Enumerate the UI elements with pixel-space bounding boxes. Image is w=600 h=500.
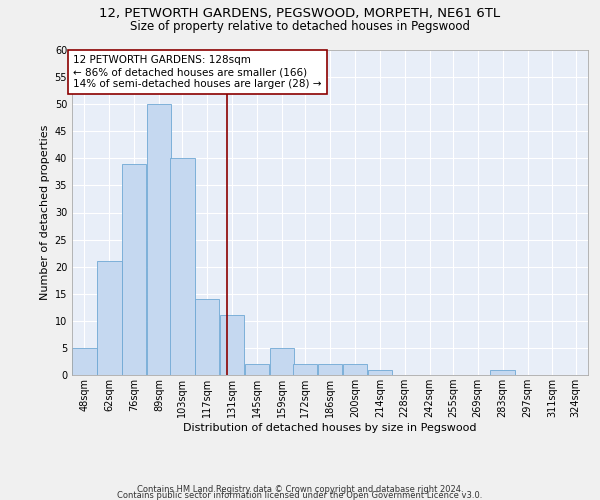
Y-axis label: Number of detached properties: Number of detached properties (40, 125, 50, 300)
Bar (270, 348, 294, 375)
Text: Contains HM Land Registry data © Crown copyright and database right 2024.: Contains HM Land Registry data © Crown c… (137, 485, 463, 494)
Bar (490, 370, 515, 375)
Bar (195, 299, 220, 375)
X-axis label: Distribution of detached houses by size in Pegswood: Distribution of detached houses by size … (183, 423, 477, 433)
Bar (122, 164, 146, 375)
Text: 12 PETWORTH GARDENS: 128sqm
← 86% of detached houses are smaller (166)
14% of se: 12 PETWORTH GARDENS: 128sqm ← 86% of det… (73, 56, 322, 88)
Bar (368, 370, 392, 375)
Bar (170, 158, 194, 375)
Bar (245, 364, 269, 375)
Text: 12, PETWORTH GARDENS, PEGSWOOD, MORPETH, NE61 6TL: 12, PETWORTH GARDENS, PEGSWOOD, MORPETH,… (100, 8, 500, 20)
Text: Size of property relative to detached houses in Pegswood: Size of property relative to detached ho… (130, 20, 470, 33)
Text: Contains public sector information licensed under the Open Government Licence v3: Contains public sector information licen… (118, 491, 482, 500)
Bar (220, 316, 244, 375)
Bar (97, 261, 122, 375)
Bar (293, 364, 317, 375)
Bar (72, 348, 97, 375)
Bar (147, 104, 172, 375)
Bar (343, 364, 367, 375)
Bar (318, 364, 342, 375)
